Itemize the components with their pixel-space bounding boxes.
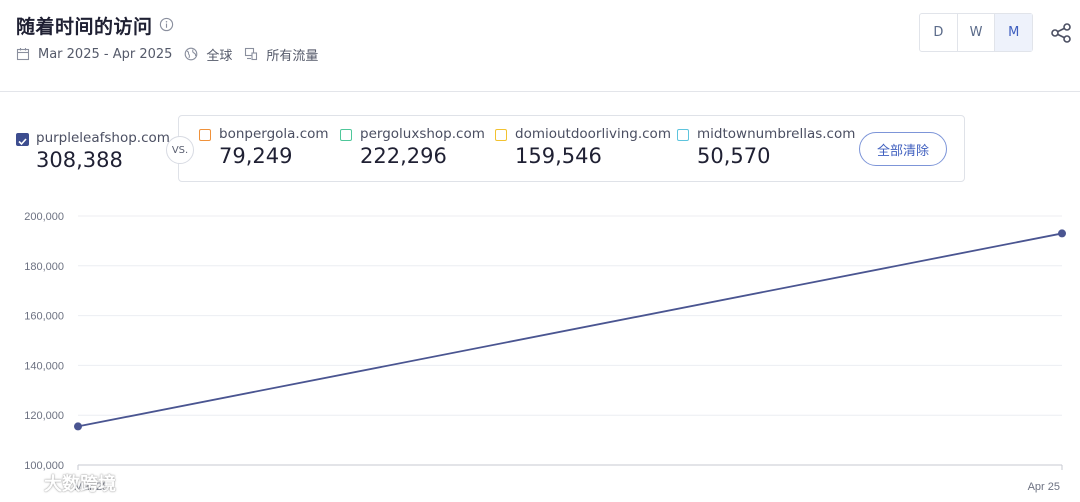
competitors-panel: bonpergola.com 79,249 pergoluxshop.com 2…	[178, 115, 965, 182]
checkmark-icon	[18, 138, 27, 146]
devices-icon	[245, 47, 258, 61]
competitor-domain: midtownumbrellas.com	[697, 126, 856, 142]
competitor-checkbox[interactable]	[199, 129, 211, 141]
y-tick-label: 100,000	[24, 460, 64, 472]
traffic-type-label: 所有流量	[266, 48, 319, 64]
y-tick-label: 160,000	[24, 311, 64, 323]
competitor-checkbox[interactable]	[677, 129, 689, 141]
clear-all-button[interactable]: 全部清除	[859, 132, 947, 166]
primary-site-value: 308,388	[36, 148, 123, 172]
region-filter[interactable]: 全球	[184, 45, 232, 64]
competitor-domain: domioutdoorliving.com	[515, 126, 671, 142]
granularity-day-button[interactable]: D	[920, 14, 958, 51]
competitor-value: 50,570	[697, 144, 771, 168]
data-point	[74, 422, 82, 431]
info-icon[interactable]	[159, 17, 174, 32]
primary-site-checkbox[interactable]	[16, 133, 29, 146]
globe-icon	[185, 47, 198, 61]
share-icon[interactable]	[1050, 22, 1072, 44]
date-range-label: Mar 2025 - Apr 2025	[38, 46, 173, 62]
watermark: 大数跨境	[10, 470, 116, 496]
granularity-toggle: D W M	[919, 13, 1033, 52]
granularity-week-button[interactable]: W	[958, 14, 996, 51]
vs-badge: VS.	[166, 136, 194, 164]
y-tick-label: 180,000	[24, 261, 64, 273]
y-tick-label: 120,000	[24, 410, 64, 422]
competitor-value: 222,296	[360, 144, 447, 168]
x-tick-label: Mar 25	[74, 481, 108, 493]
competitor-domain: bonpergola.com	[219, 126, 329, 142]
region-label: 全球	[206, 48, 233, 64]
chart-header: 随着时间的访问 Mar 2025 - Apr 2025 全球	[0, 0, 1080, 92]
date-range-filter[interactable]: Mar 2025 - Apr 2025	[16, 47, 172, 62]
y-tick-label: 140,000	[24, 360, 64, 372]
series-line-0	[77, 232, 1063, 428]
competitor-checkbox[interactable]	[495, 129, 507, 141]
competitor-value: 79,249	[219, 144, 293, 168]
filter-meta: Mar 2025 - Apr 2025 全球 所有流量	[16, 45, 330, 64]
page-title: 随着时间的访问	[16, 16, 153, 38]
x-tick-label: Apr 25	[1028, 481, 1060, 493]
calendar-icon	[16, 48, 30, 61]
granularity-month-button[interactable]: M	[995, 14, 1033, 51]
y-tick-label: 200,000	[24, 211, 64, 223]
line-chart: 100,000 120,000 140,000 160,000 180,000 200,0…	[24, 211, 1066, 493]
competitor-domain: pergoluxshop.com	[360, 126, 485, 142]
data-point	[1058, 229, 1066, 238]
watermark-text: 大数跨境	[44, 474, 116, 495]
watermark-logo-icon	[10, 473, 38, 493]
traffic-type-filter[interactable]: 所有流量	[244, 45, 318, 64]
competitor-checkbox[interactable]	[340, 129, 352, 141]
primary-site-domain: purpleleafshop.com	[36, 130, 170, 146]
competitor-value: 159,546	[515, 144, 602, 168]
